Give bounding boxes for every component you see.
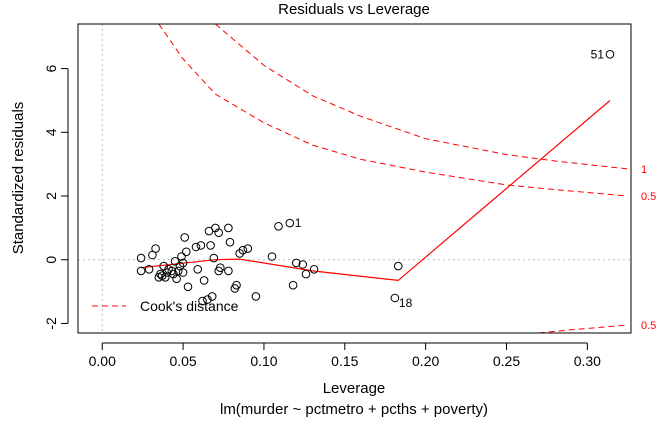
plot-area xyxy=(78,24,631,333)
data-point xyxy=(209,253,219,263)
x-tick-label: 0.30 xyxy=(574,353,601,369)
data-point xyxy=(214,228,223,237)
data-point xyxy=(274,222,283,231)
data-point xyxy=(251,292,261,301)
data-point xyxy=(288,280,298,290)
data-point xyxy=(235,249,244,258)
data-point xyxy=(144,265,154,274)
data-point xyxy=(203,295,212,304)
x-axis-title: Leverage xyxy=(323,380,386,397)
data-point xyxy=(136,266,146,276)
cooks-distance-contour-0-negative xyxy=(538,324,628,333)
data-point xyxy=(199,276,209,285)
smoothing-line-0 xyxy=(141,100,611,282)
data-point xyxy=(207,292,217,301)
data-point xyxy=(301,269,311,279)
data-point xyxy=(191,242,201,252)
data-point xyxy=(180,233,189,242)
data-point xyxy=(393,261,403,271)
cooks-distance-level-label: 1 xyxy=(641,164,647,176)
legend: Cook's distance xyxy=(92,298,239,314)
y-axis-title: Standardized residuals xyxy=(10,102,27,255)
x-tick-label: 0.15 xyxy=(331,353,358,369)
data-point xyxy=(177,252,186,261)
x-tick-label: 0.05 xyxy=(169,353,196,369)
data-point xyxy=(285,218,295,228)
chart-subtitle: lm(murder ~ pctmetro + pcths + poverty) xyxy=(220,401,488,418)
point-label: 1 xyxy=(295,216,302,230)
data-point xyxy=(156,269,165,279)
data-point xyxy=(178,268,188,277)
chart-title: Residuals vs Leverage xyxy=(278,1,430,18)
point-label: 18 xyxy=(399,296,413,310)
y-tick-label: 4 xyxy=(43,128,59,136)
data-point xyxy=(170,257,180,266)
data-point xyxy=(216,263,225,273)
data-point xyxy=(298,260,308,269)
y-tick-label: 6 xyxy=(43,64,59,72)
data-point xyxy=(151,244,160,253)
data-point xyxy=(136,253,146,263)
data-point xyxy=(243,244,253,253)
y-tick-label: 2 xyxy=(43,192,59,200)
data-point xyxy=(178,258,188,268)
data-point xyxy=(183,282,193,292)
data-point xyxy=(267,252,277,261)
x-tick-label: 0.25 xyxy=(493,353,520,369)
data-point xyxy=(182,247,191,257)
data-point xyxy=(605,50,615,59)
x-axis: 0.00 0.05 0.10 0.15 0.20 0.25 0.30 xyxy=(89,342,601,369)
plot-frame xyxy=(77,23,632,334)
data-point xyxy=(309,265,319,274)
legend-cooks-distance-label: Cook's distance xyxy=(140,298,239,314)
data-point xyxy=(161,273,170,282)
data-point xyxy=(206,241,215,250)
data-point xyxy=(172,274,181,284)
data-point xyxy=(196,241,206,250)
cooks-distance-level-label: 0.5 xyxy=(641,320,656,332)
data-point xyxy=(224,223,233,233)
data-point xyxy=(198,296,207,306)
x-tick-label: 0.00 xyxy=(89,353,116,369)
data-point xyxy=(390,293,400,303)
x-tick-label: 0.20 xyxy=(412,353,439,369)
data-point xyxy=(224,266,233,276)
data-point xyxy=(174,266,183,276)
cooks-distance-level-label: 0.5 xyxy=(641,191,656,203)
x-tick-label: 0.10 xyxy=(250,353,277,369)
data-point xyxy=(292,258,301,268)
data-point xyxy=(225,237,235,247)
data-point xyxy=(193,265,202,274)
data-point xyxy=(238,245,248,255)
point-label: 51 xyxy=(591,47,605,61)
y-tick-label: 0 xyxy=(43,256,59,264)
data-point xyxy=(232,280,241,290)
cooks-distance-contour-1-positive xyxy=(215,24,628,170)
y-tick-label: -2 xyxy=(43,317,59,330)
y-axis: -2 0 2 4 6 xyxy=(43,64,69,330)
cooks-distance-contour-0-positive xyxy=(158,24,628,197)
